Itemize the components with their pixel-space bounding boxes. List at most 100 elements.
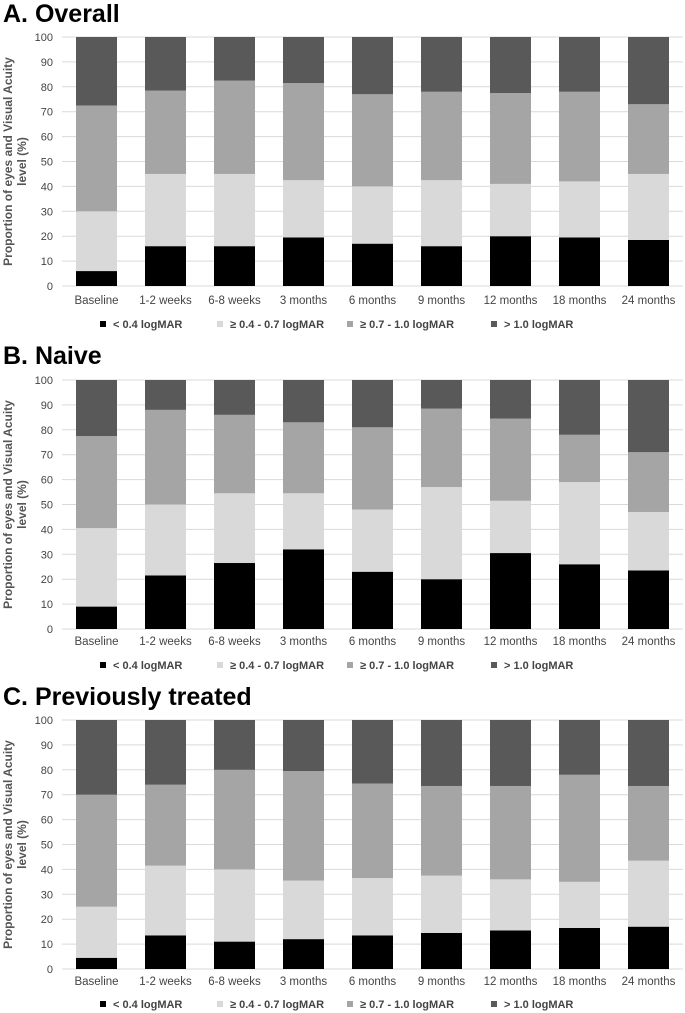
bar-segment-3 (559, 37, 600, 92)
y-tick-label: 10 (41, 599, 53, 611)
x-category-label: 6 months (349, 976, 397, 988)
bar-segment-1 (421, 875, 462, 933)
y-tick-label: 80 (41, 765, 53, 777)
bar-segment-0 (490, 553, 531, 629)
bar-segment-3 (352, 720, 393, 784)
bar-segment-3 (283, 380, 324, 423)
bar-segment-0 (559, 927, 600, 969)
bar-segment-0 (352, 935, 393, 969)
x-category-label: 18 months (553, 295, 607, 307)
bar-segment-3 (76, 720, 117, 795)
bar-segment-2 (559, 774, 600, 882)
y-tick-label: 90 (41, 400, 53, 412)
y-tick-label: 90 (41, 740, 53, 752)
bar-segment-2 (76, 105, 117, 212)
bar-segment-0 (145, 935, 186, 969)
legend-swatch-2 (347, 1001, 353, 1007)
legend-label: ≥ 0.7 - 1.0 logMAR (360, 999, 454, 1011)
y-axis-label-line: level (%) (15, 480, 29, 529)
bar-segment-0 (559, 237, 600, 286)
bar-segment-1 (559, 482, 600, 565)
x-category-label: 18 months (553, 636, 607, 648)
bar-segment-0 (145, 575, 186, 629)
legend-label: ≥ 0.7 - 1.0 logMAR (360, 660, 454, 672)
bar-segment-3 (559, 720, 600, 775)
bar-segment-2 (283, 771, 324, 881)
bar-segment-0 (214, 563, 255, 629)
legend-label: > 1.0 logMAR (504, 999, 573, 1011)
bar-segment-0 (214, 246, 255, 286)
x-category-label: Baseline (74, 976, 118, 988)
bar-segment-3 (628, 720, 669, 786)
x-category-label: 6 months (349, 295, 397, 307)
y-tick-label: 30 (41, 889, 53, 901)
bar-segment-2 (352, 427, 393, 510)
x-category-label: 24 months (622, 976, 676, 988)
bar-segment-2 (214, 414, 255, 494)
chart-panel-2: C. Previously treated Proportion of eyes … (1, 683, 683, 1011)
bar-segment-1 (76, 211, 117, 272)
bar-segment-3 (490, 37, 531, 94)
y-tick-label: 40 (41, 864, 53, 876)
legend-swatch-0 (100, 321, 106, 327)
bar-segment-2 (352, 94, 393, 187)
bar-segment-3 (283, 37, 324, 84)
y-tick-label: 60 (41, 475, 53, 487)
bar-segment-1 (214, 493, 255, 564)
bar-segment-0 (283, 549, 324, 629)
bar-segment-0 (628, 570, 669, 629)
legend-label: < 0.4 logMAR (113, 999, 182, 1011)
bar-segment-3 (145, 37, 186, 91)
bar-segment-0 (214, 941, 255, 969)
chart-title: C. Previously treated (3, 683, 252, 711)
legend-label: > 1.0 logMAR (504, 660, 573, 672)
bar-segment-2 (490, 785, 531, 880)
y-tick-label: 0 (47, 281, 53, 293)
bar-segment-0 (421, 579, 462, 629)
bar-segment-0 (628, 926, 669, 969)
bar-segment-1 (283, 180, 324, 238)
bar-segment-1 (352, 878, 393, 936)
bar-segment-3 (145, 720, 186, 785)
legend-swatch-2 (347, 662, 353, 668)
legend-swatch-2 (347, 321, 353, 327)
bar-segment-3 (628, 380, 669, 453)
bar-segment-2 (214, 80, 255, 174)
legend-swatch-0 (100, 662, 106, 668)
bar-segment-3 (214, 720, 255, 770)
bar-segment-3 (283, 720, 324, 772)
bar-segment-1 (628, 511, 669, 571)
bar-segment-2 (214, 769, 255, 870)
bar-segment-0 (352, 243, 393, 286)
chart-title: B. Naive (3, 342, 102, 370)
y-axis-label-line: Proportion of eyes and Visual Acuity (1, 740, 15, 949)
y-tick-label: 40 (41, 524, 53, 536)
bar-segment-0 (76, 606, 117, 629)
bar-segment-2 (145, 409, 186, 505)
bar-segment-3 (490, 720, 531, 786)
x-category-label: 12 months (484, 636, 538, 648)
y-tick-label: 100 (35, 715, 53, 727)
legend-label: < 0.4 logMAR (113, 319, 182, 331)
x-category-label: 1-2 weeks (139, 976, 192, 988)
bar-segment-2 (559, 91, 600, 182)
bar-segment-1 (214, 869, 255, 942)
bar-segment-2 (490, 93, 531, 184)
bar-segment-0 (145, 246, 186, 286)
y-axis-label-line: level (%) (15, 137, 29, 186)
x-category-label: 24 months (622, 295, 676, 307)
chart-panel-1: B. Naive Proportion of eyes and Visual Ac… (1, 342, 683, 672)
bar-segment-3 (76, 380, 117, 437)
bar-segment-0 (283, 237, 324, 286)
y-tick-label: 60 (41, 132, 53, 144)
bar-segment-3 (76, 37, 117, 106)
x-category-label: 3 months (280, 295, 328, 307)
bar-segment-1 (490, 879, 531, 931)
y-tick-label: 40 (41, 181, 53, 193)
x-category-label: 1-2 weeks (139, 636, 192, 648)
legend-label: ≥ 0.7 - 1.0 logMAR (360, 319, 454, 331)
bar-segment-1 (559, 181, 600, 238)
bar-segment-1 (145, 865, 186, 936)
legend-swatch-1 (217, 321, 223, 327)
bar-segment-3 (421, 37, 462, 92)
